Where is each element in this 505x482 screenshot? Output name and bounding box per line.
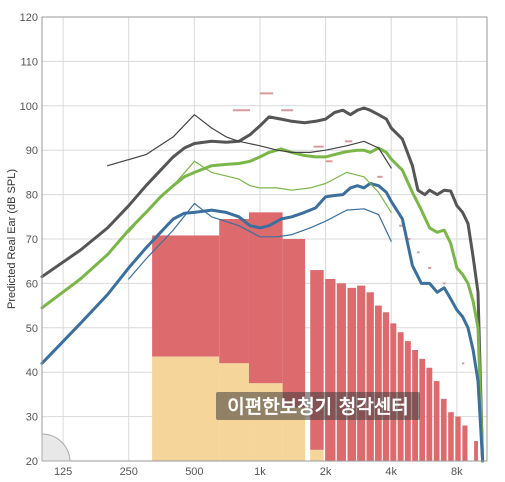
- y-tick-label: 20: [26, 456, 38, 468]
- bar-upper: [310, 270, 324, 450]
- x-tick-label: 8k: [451, 466, 463, 478]
- y-tick-label: 70: [26, 234, 38, 246]
- y-tick-label: 30: [26, 412, 38, 424]
- y-tick-label: 90: [26, 145, 38, 157]
- bar: [448, 412, 454, 461]
- series-loud-line: [40, 106, 485, 463]
- bar: [474, 441, 478, 461]
- y-tick-label: 120: [20, 12, 38, 24]
- y-tick-label: 40: [26, 367, 38, 379]
- bar: [419, 358, 426, 461]
- bar-upper: [282, 239, 306, 408]
- bar: [336, 283, 346, 461]
- series-target-average-line: [128, 160, 392, 233]
- series-average-line: [40, 146, 485, 463]
- watermark: 이편한보청기 청각센터: [216, 392, 420, 420]
- bar: [325, 278, 336, 461]
- y-axis-label: Predicted Real Ear (dB SPL): [6, 169, 18, 309]
- bar: [455, 416, 461, 461]
- series-target-loud-line: [106, 114, 392, 169]
- y-tick-label: 60: [26, 278, 38, 290]
- corner-quarter-circle: [41, 433, 71, 462]
- y-tick-label: 50: [26, 323, 38, 335]
- x-tick-label: 4k: [385, 466, 397, 478]
- series-soft-line: [40, 182, 485, 463]
- bar-upper: [152, 235, 220, 357]
- bar: [347, 287, 357, 461]
- bar: [433, 381, 440, 461]
- y-tick-label: 80: [26, 190, 38, 202]
- bar: [382, 312, 390, 461]
- markers: [232, 92, 465, 365]
- y-tick-label: 110: [20, 56, 38, 68]
- bar-lower: [310, 449, 324, 461]
- y-tick-label: 100: [20, 101, 38, 113]
- bars: [152, 212, 478, 461]
- x-tick-label: 500: [185, 466, 203, 478]
- bar: [440, 398, 447, 461]
- axes: [41, 16, 488, 462]
- series-lines: [40, 106, 485, 463]
- bar: [462, 425, 468, 461]
- watermark-text: 이편한보청기 청각센터: [227, 396, 408, 418]
- x-tick-label: 250: [120, 466, 138, 478]
- bar: [426, 367, 433, 461]
- bar-upper: [248, 212, 283, 384]
- bar: [375, 305, 382, 461]
- bar-lower: [282, 407, 306, 461]
- bar: [357, 285, 366, 461]
- bar: [366, 292, 374, 461]
- x-tick-label: 125: [54, 466, 72, 478]
- x-tick-label: 2k: [320, 466, 332, 478]
- x-tick-label: 1k: [254, 466, 266, 478]
- bar-lower: [152, 356, 220, 461]
- tick-labels: 20 30 40 50 60 70 80 90 100 110 120 125 250 500 1k 2k 4k…: [20, 12, 464, 478]
- bar-upper: [219, 219, 249, 364]
- series-target-soft-line: [128, 202, 392, 280]
